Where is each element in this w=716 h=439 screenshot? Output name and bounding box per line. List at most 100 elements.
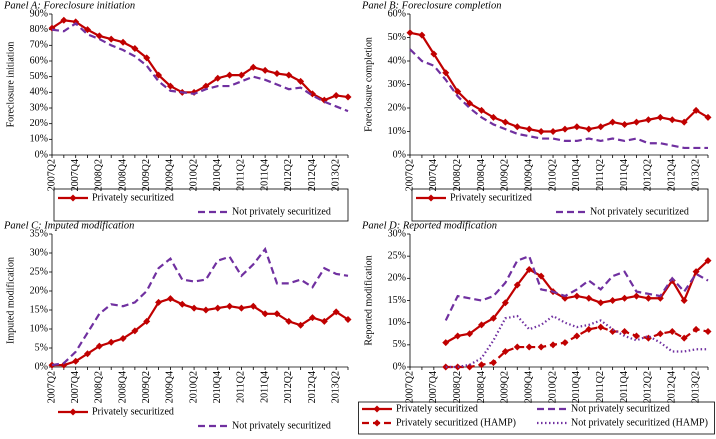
point-marker xyxy=(320,317,328,325)
y-tick-label: 20% xyxy=(30,285,48,296)
x-tick-label: 2009Q2 xyxy=(141,159,152,191)
x-tick-label: 2008Q4 xyxy=(476,159,487,191)
point-marker xyxy=(537,343,545,351)
legend-marker xyxy=(69,408,77,416)
point-marker xyxy=(249,63,257,71)
point-marker xyxy=(489,359,497,367)
point-marker xyxy=(501,118,509,126)
point-marker xyxy=(454,332,462,340)
x-tick-label: 2008Q4 xyxy=(476,371,487,403)
y-tick-label: 25% xyxy=(30,266,48,277)
point-marker xyxy=(513,343,521,351)
y-tick-label: 50% xyxy=(30,71,48,82)
series-line xyxy=(409,48,708,150)
x-tick-label: 2008Q4 xyxy=(117,159,128,191)
x-tick-label: 2011Q4 xyxy=(259,159,270,191)
y-tick-label: 30% xyxy=(388,228,406,239)
point-marker xyxy=(214,74,222,82)
x-tick-label: 2010Q4 xyxy=(571,159,582,191)
x-tick-label: 2012Q4 xyxy=(667,371,678,403)
x-tick-label: 2007Q2 xyxy=(404,159,415,191)
series-line xyxy=(51,22,349,113)
y-tick-label: 70% xyxy=(30,40,48,51)
point-marker xyxy=(668,328,676,336)
x-tick-label: 2011Q4 xyxy=(619,371,630,403)
point-marker xyxy=(430,50,438,58)
x-tick-label: 2009Q4 xyxy=(165,159,176,191)
x-tick-label: 2012Q4 xyxy=(307,371,318,403)
legend-label: Privately securitized xyxy=(450,192,532,203)
x-tick-label: 2013Q2 xyxy=(330,159,341,191)
point-marker xyxy=(285,71,293,79)
panel-title: Panel C: Imputed modification xyxy=(3,220,134,231)
y-tick-label: 30% xyxy=(30,247,48,258)
point-marker xyxy=(609,118,617,126)
x-tick-label: 2011Q4 xyxy=(619,159,630,191)
point-marker xyxy=(549,128,557,135)
y-axis-label: Reported modification xyxy=(363,255,374,345)
y-tick-label: 5% xyxy=(35,342,48,353)
point-marker xyxy=(632,292,640,300)
point-marker xyxy=(226,302,234,310)
y-tick-label: 10% xyxy=(30,134,48,145)
point-marker xyxy=(155,298,163,306)
y-tick-label: 40% xyxy=(388,55,406,66)
point-marker xyxy=(692,325,700,333)
y-tick-label: 30% xyxy=(388,79,406,90)
y-tick-label: 40% xyxy=(30,87,48,98)
point-marker xyxy=(143,317,151,325)
legend-marker xyxy=(373,405,381,413)
x-tick-label: 2008Q2 xyxy=(94,371,105,403)
point-marker xyxy=(237,71,245,79)
y-axis-label: Foreclosure initiation xyxy=(5,42,16,128)
point-marker xyxy=(621,328,629,336)
y-tick-label: 25% xyxy=(388,250,406,261)
legend-marker xyxy=(69,194,77,202)
point-marker xyxy=(525,265,533,273)
x-tick-label: 2009Q2 xyxy=(141,371,152,403)
point-marker xyxy=(513,281,521,289)
point-marker xyxy=(60,361,68,369)
x-tick-label: 2008Q2 xyxy=(452,159,463,191)
series-line xyxy=(51,19,349,102)
point-marker xyxy=(442,339,450,347)
y-tick-label: 80% xyxy=(30,24,48,35)
point-marker xyxy=(489,113,497,121)
point-marker xyxy=(478,321,486,329)
x-tick-label: 2009Q2 xyxy=(500,159,511,191)
point-marker xyxy=(573,332,581,340)
legend-label: Privately securitized (HAMP) xyxy=(396,417,516,428)
point-marker xyxy=(72,357,80,365)
point-marker xyxy=(297,321,305,329)
legend-marker xyxy=(427,194,435,202)
point-marker xyxy=(454,363,462,371)
y-tick-label: 20% xyxy=(388,273,406,284)
legend-label: Privately securitized xyxy=(92,192,174,203)
point-marker xyxy=(202,82,210,90)
point-marker xyxy=(418,31,426,39)
point-marker xyxy=(621,120,629,128)
y-tick-label: 20% xyxy=(30,118,48,129)
x-tick-label: 2012Q2 xyxy=(643,371,654,403)
x-tick-label: 2007Q2 xyxy=(404,371,415,403)
point-marker xyxy=(537,272,545,280)
point-marker xyxy=(131,327,139,335)
panel-title: Panel B: Foreclosure completion xyxy=(361,0,501,11)
legend-box xyxy=(358,401,715,435)
point-marker xyxy=(585,294,593,302)
point-marker xyxy=(478,361,486,369)
legend-label: Not privately securitized xyxy=(590,206,689,217)
point-marker xyxy=(692,268,700,276)
point-marker xyxy=(597,323,605,331)
x-tick-label: 2011Q2 xyxy=(236,159,247,191)
point-marker xyxy=(308,314,316,322)
point-marker xyxy=(166,295,174,303)
point-marker xyxy=(332,91,340,99)
legend-label: Privately securitized xyxy=(396,403,478,414)
series-line xyxy=(444,254,709,321)
point-marker xyxy=(692,106,700,114)
point-marker xyxy=(621,294,629,302)
legend-box xyxy=(411,188,709,222)
point-marker xyxy=(597,299,605,307)
